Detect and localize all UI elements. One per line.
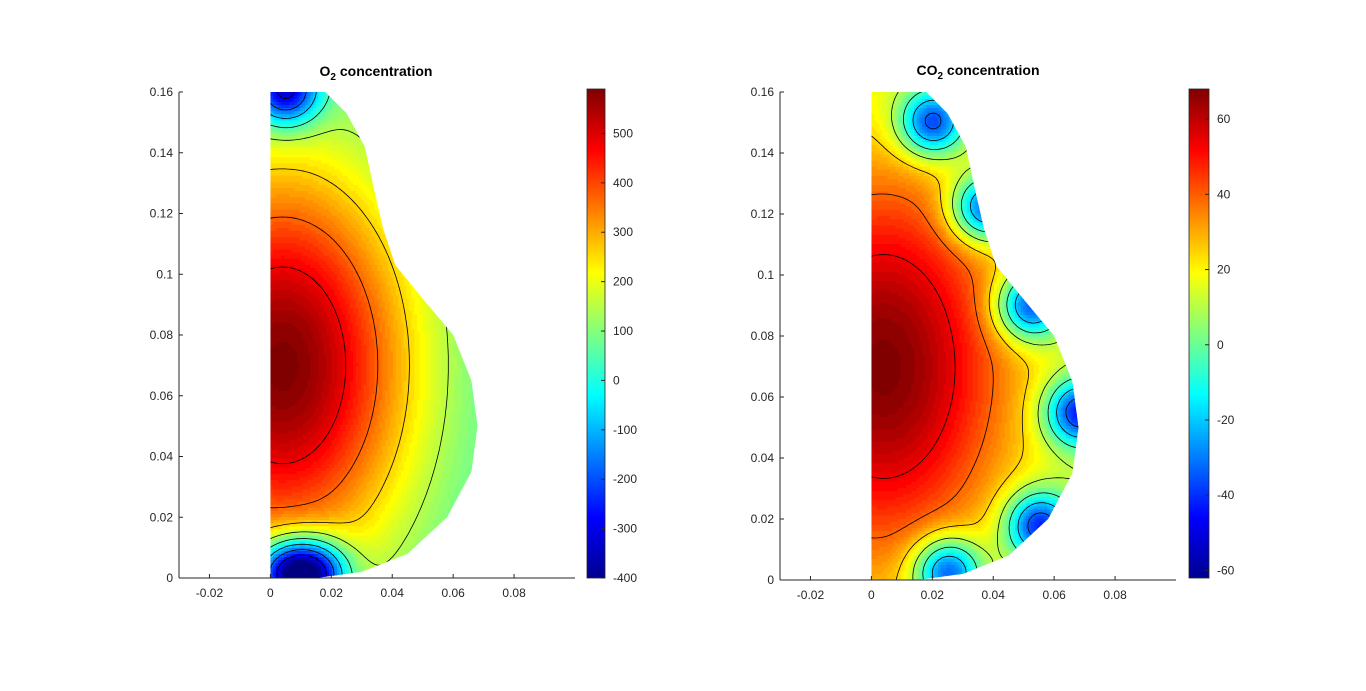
- co2-y-tick-label: 0.02: [751, 512, 775, 526]
- o2-colorbar-tick-label: -300: [613, 522, 637, 536]
- o2-x-tick-label: 0: [267, 586, 274, 600]
- o2-x-tick-label: 0.08: [502, 586, 526, 600]
- co2-y-tick-label: 0.14: [751, 146, 775, 160]
- o2-panel: O2 concentration -0.02 0 0.02 0.04 0.06 0.08 0…: [150, 63, 638, 600]
- o2-y-tick-label: 0: [166, 571, 173, 585]
- o2-colorbar-tick-label: 200: [613, 275, 633, 289]
- co2-y-tick-label: 0.06: [751, 390, 775, 404]
- o2-title: O2 concentration: [320, 63, 433, 83]
- o2-y-tick-label: 0.04: [150, 450, 174, 464]
- co2-y-tick-label: 0: [767, 573, 774, 587]
- co2-colorbar: 60 40 20 0 -20 -40 -60: [1188, 88, 1235, 579]
- o2-y-tick-label: 0.16: [150, 85, 174, 99]
- o2-colorbar-tick-label: 300: [613, 225, 633, 239]
- co2-x-tick-label: 0.04: [982, 588, 1006, 602]
- o2-y-tick-label: 0.08: [150, 328, 174, 342]
- o2-x-tick-label: -0.02: [196, 586, 224, 600]
- o2-contour-lines: [270, 92, 478, 578]
- o2-colorbar-gradient: [586, 88, 606, 579]
- co2-colorbar-tick-label: -20: [1217, 413, 1235, 427]
- o2-y-tick-label: 0.02: [150, 510, 174, 524]
- o2-x-tick-label: 0.04: [381, 586, 405, 600]
- co2-x-tick-label: 0: [868, 588, 875, 602]
- o2-colorbar: 500 400 300 200 100 0 -100 -200 -300 -400: [586, 88, 637, 585]
- o2-y-tick-label: 0.1: [156, 267, 173, 281]
- o2-colorbar-tick-label: 100: [613, 324, 633, 338]
- co2-y-tick-label: 0.12: [751, 207, 775, 221]
- o2-y-tick-label: 0.06: [150, 389, 174, 403]
- o2-colorbar-tick-label: -400: [613, 571, 637, 585]
- co2-colorbar-gradient: [1188, 88, 1210, 579]
- co2-colorbar-tick-label: -60: [1217, 563, 1235, 577]
- co2-x-tick-label: 0.08: [1103, 588, 1127, 602]
- co2-colorbar-tick-label: 40: [1217, 187, 1231, 201]
- o2-y-tick-label: 0.14: [150, 146, 174, 160]
- o2-x-tick-label: 0.02: [320, 586, 344, 600]
- co2-colorbar-tick-label: 20: [1217, 263, 1231, 277]
- co2-y-tick-label: 0.16: [751, 85, 775, 99]
- o2-y-tick-label: 0.12: [150, 207, 174, 221]
- co2-panel: CO2 concentration -0.02 0 0.02 0.04 0.06 0.08…: [751, 62, 1235, 602]
- o2-colorbar-tick-label: 500: [613, 126, 633, 140]
- o2-x-tick-label: 0.06: [441, 586, 465, 600]
- co2-axes: -0.02 0 0.02 0.04 0.06 0.08 0 0.02 0.04 0.06 0.08 0…: [751, 85, 1176, 602]
- co2-x-tick-label: 0.02: [921, 588, 945, 602]
- co2-colorbar-tick-label: 60: [1217, 112, 1231, 126]
- co2-y-tick-label: 0.1: [757, 268, 774, 282]
- o2-contour-path: [270, 92, 478, 578]
- o2-colorbar-tick-label: 0: [613, 373, 620, 387]
- o2-colorbar-tick-label: -200: [613, 472, 637, 486]
- o2-axes: -0.02 0 0.02 0.04 0.06 0.08 0 0.02 0.04 0.06 0.08 0…: [150, 85, 575, 600]
- co2-title: CO2 concentration: [916, 62, 1039, 82]
- co2-y-tick-label: 0.08: [751, 329, 775, 343]
- o2-colorbar-tick-label: -100: [613, 423, 637, 437]
- co2-x-tick-label: -0.02: [797, 588, 825, 602]
- co2-colorbar-tick-label: 0: [1217, 338, 1224, 352]
- co2-x-tick-label: 0.06: [1042, 588, 1066, 602]
- co2-contour-fill: [871, 92, 1079, 580]
- co2-colorbar-tick-label: -40: [1217, 488, 1235, 502]
- o2-colorbar-tick-label: 400: [613, 176, 633, 190]
- co2-y-tick-label: 0.04: [751, 451, 775, 465]
